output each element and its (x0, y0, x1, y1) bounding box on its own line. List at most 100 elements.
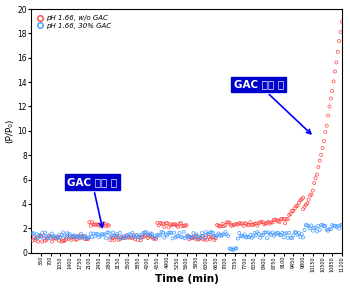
Point (146, 234, 152, 239)
Point (45, 235, 51, 240)
Point (124, 233, 130, 238)
Point (166, 225, 171, 229)
Point (40, 231, 45, 235)
Point (300, 235, 306, 240)
Point (282, 221, 288, 226)
Point (71, 235, 77, 240)
Point (46, 233, 52, 238)
Point (252, 222, 257, 226)
Point (213, 236, 218, 241)
Point (153, 235, 159, 240)
Point (338, 30, 343, 34)
Point (199, 231, 205, 235)
Point (189, 235, 195, 239)
Point (194, 234, 199, 238)
Point (264, 220, 270, 225)
Point (191, 231, 196, 235)
Point (230, 247, 235, 252)
Point (309, 223, 314, 228)
Point (96, 222, 102, 227)
Point (320, 223, 325, 227)
Point (106, 223, 112, 228)
Point (59, 239, 64, 244)
Point (53, 235, 59, 240)
Point (188, 234, 194, 239)
Point (167, 230, 173, 235)
Point (210, 230, 216, 235)
Point (112, 233, 117, 238)
Text: GAC 유동 有: GAC 유동 有 (67, 177, 117, 227)
Point (296, 200, 302, 205)
Point (95, 232, 100, 237)
Point (88, 231, 93, 236)
Point (266, 220, 271, 224)
Point (239, 221, 245, 226)
Point (203, 233, 209, 238)
Point (204, 232, 210, 237)
Point (271, 218, 277, 222)
Point (42, 230, 48, 235)
Point (64, 231, 70, 235)
Point (152, 233, 158, 238)
Point (124, 233, 130, 238)
Point (116, 235, 121, 240)
Point (242, 221, 247, 226)
Point (245, 235, 250, 240)
Point (187, 237, 192, 242)
Point (149, 232, 155, 236)
Point (339, 222, 345, 227)
Point (100, 232, 106, 237)
Point (40, 239, 45, 244)
Point (181, 224, 187, 229)
Point (203, 230, 209, 234)
Point (238, 234, 244, 238)
Point (224, 220, 230, 224)
Point (327, 104, 332, 109)
Point (125, 235, 131, 239)
Point (74, 237, 80, 242)
Point (74, 235, 80, 240)
Point (50, 234, 56, 238)
Point (33, 236, 38, 241)
Point (332, 223, 338, 228)
Point (270, 220, 275, 225)
Point (38, 234, 44, 238)
Point (88, 223, 93, 228)
Point (91, 222, 96, 227)
Point (45, 235, 51, 240)
Point (163, 232, 168, 237)
Point (318, 223, 324, 227)
Point (121, 235, 127, 240)
Point (120, 236, 126, 240)
Point (107, 235, 113, 240)
Point (316, 224, 321, 228)
Point (275, 231, 281, 235)
Point (238, 221, 244, 226)
Text: GAC 유동 無: GAC 유동 無 (234, 79, 311, 134)
Point (206, 235, 211, 240)
Point (48, 234, 53, 239)
Point (142, 230, 148, 235)
Point (95, 222, 100, 227)
Point (130, 235, 135, 240)
Point (322, 224, 328, 228)
Point (177, 231, 182, 235)
Point (42, 238, 48, 243)
Point (62, 239, 67, 243)
Point (257, 235, 263, 240)
Point (231, 247, 237, 252)
Point (144, 233, 149, 238)
Point (173, 235, 178, 240)
Point (259, 219, 264, 224)
Point (307, 193, 313, 198)
Point (34, 236, 40, 241)
Point (250, 223, 256, 227)
Point (66, 236, 71, 241)
Point (246, 235, 252, 240)
Point (100, 221, 106, 226)
Point (214, 223, 220, 227)
Point (130, 231, 135, 235)
Point (286, 231, 292, 235)
Point (153, 236, 159, 241)
Point (239, 233, 245, 238)
